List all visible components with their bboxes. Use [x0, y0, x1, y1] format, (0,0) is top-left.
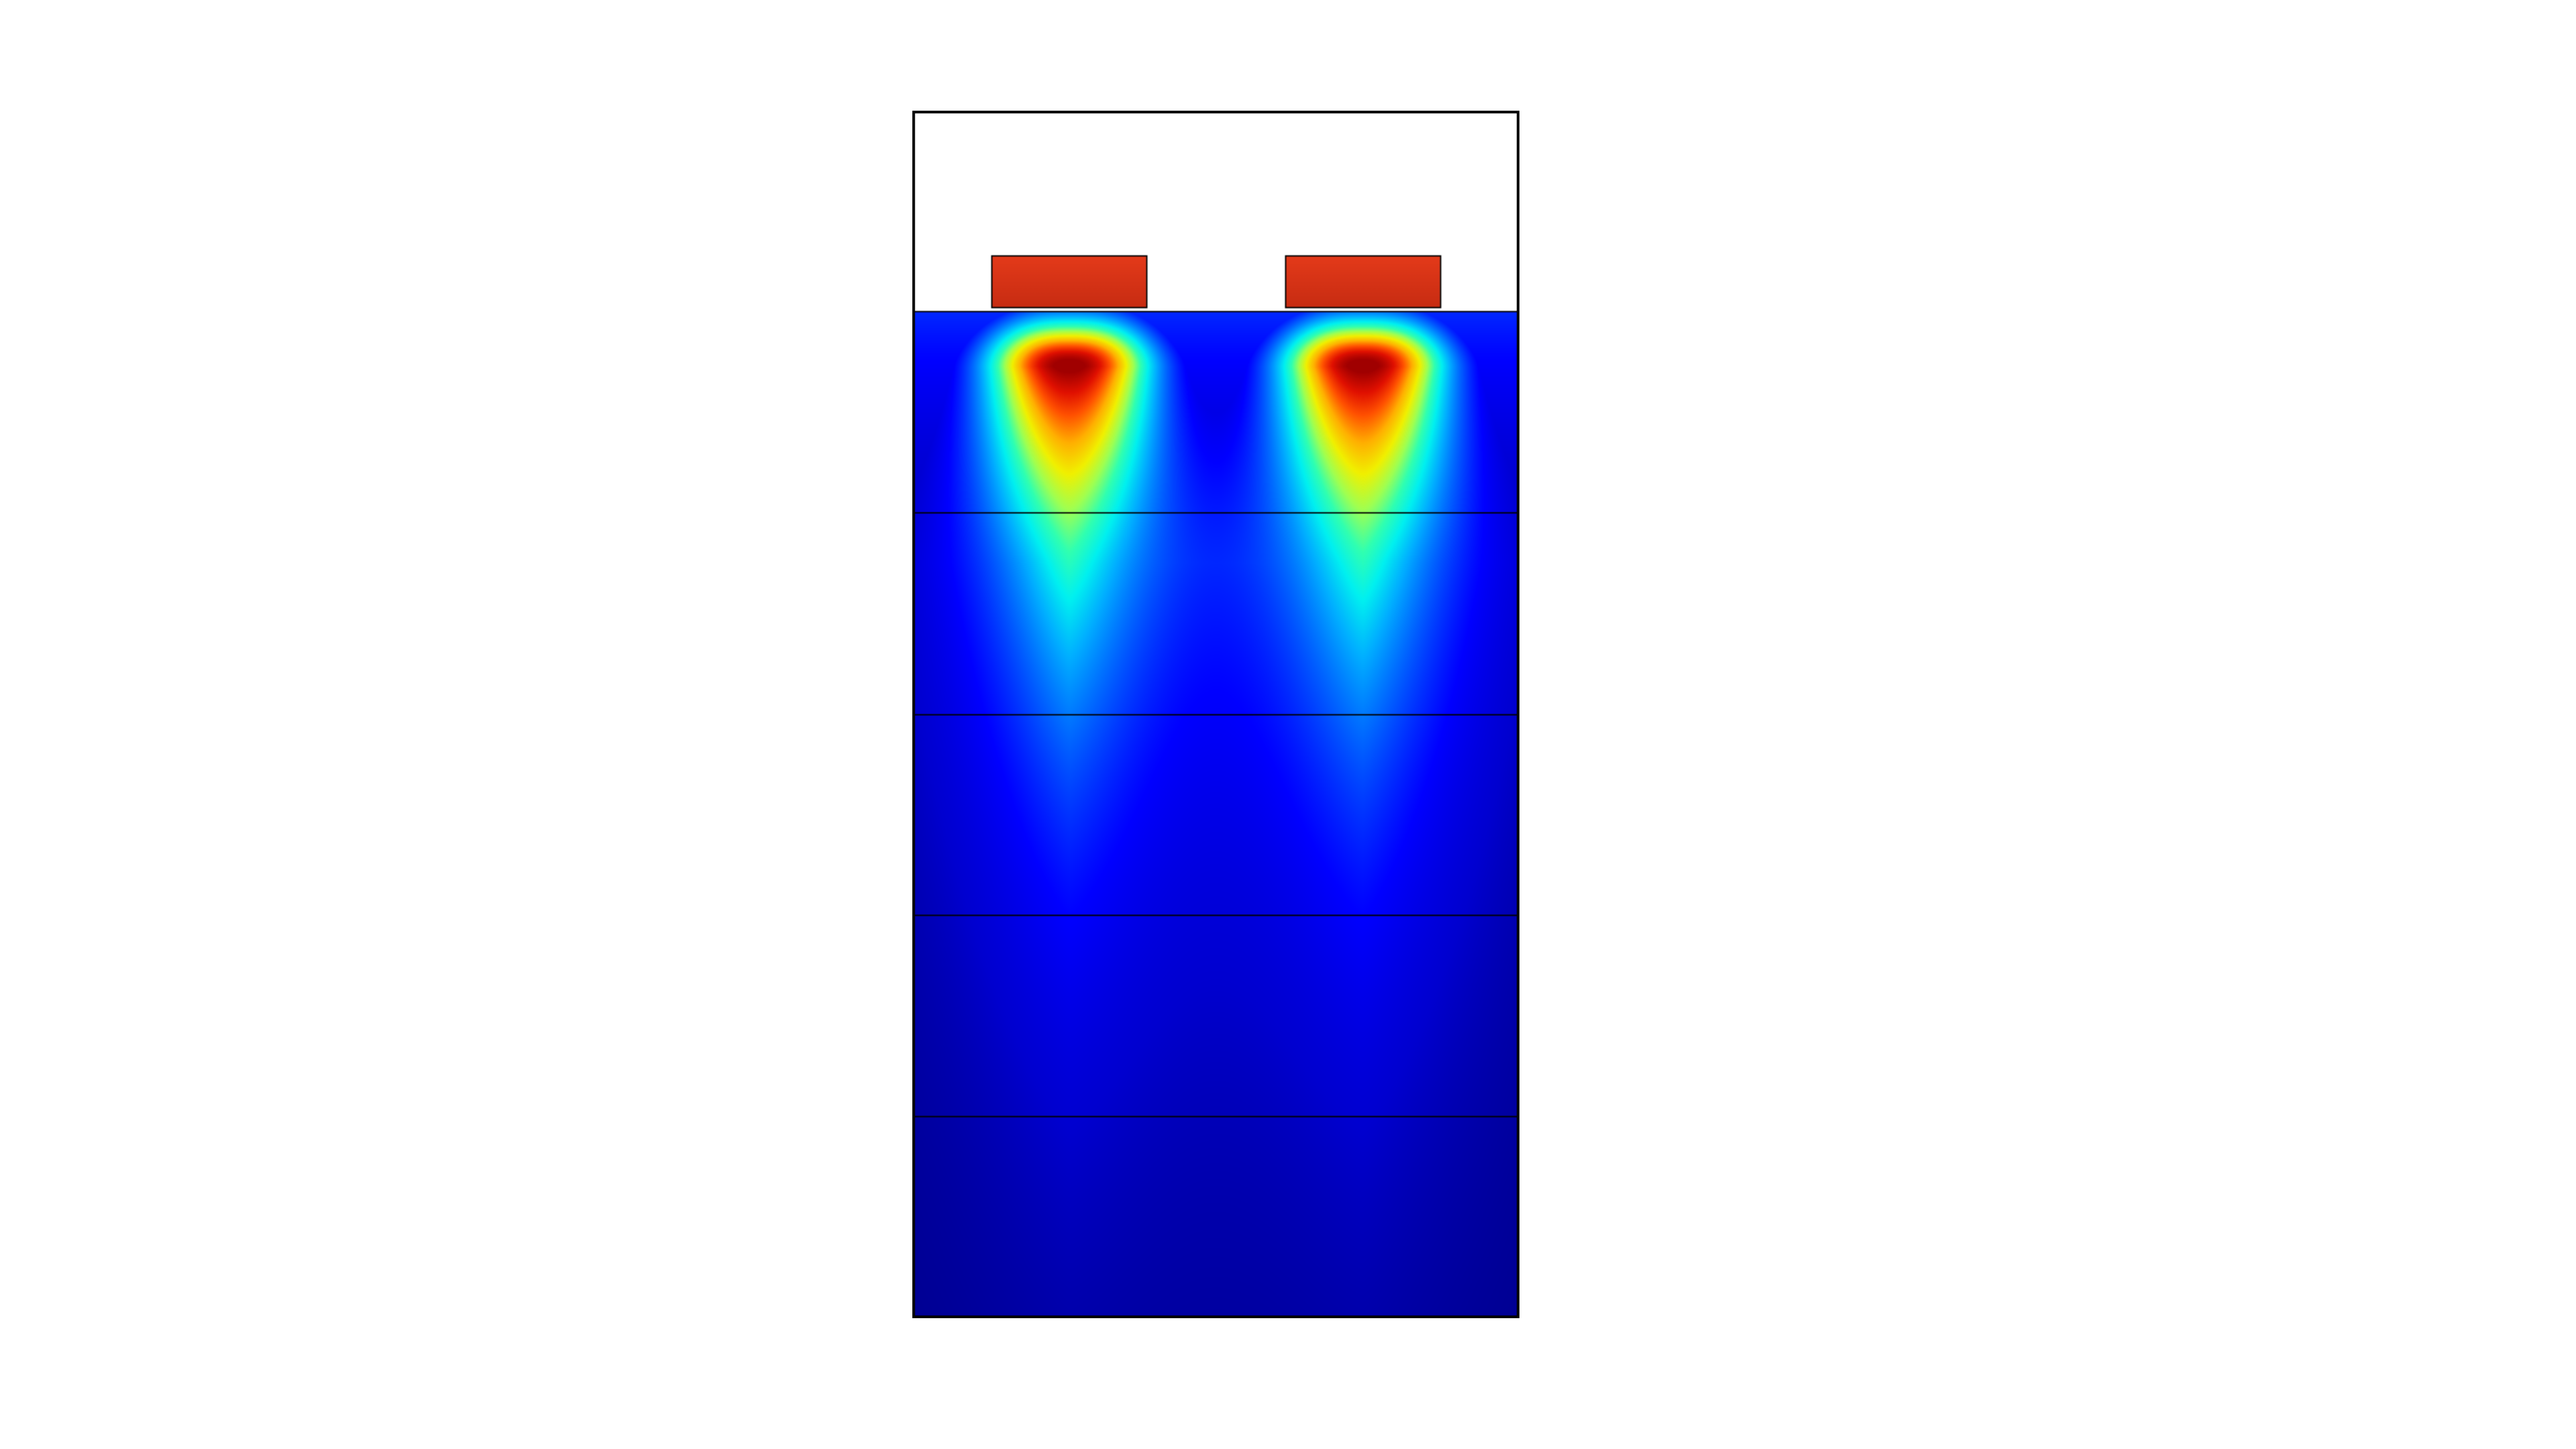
page-stage — [0, 0, 2576, 1449]
simulation-plot — [912, 111, 1519, 1318]
